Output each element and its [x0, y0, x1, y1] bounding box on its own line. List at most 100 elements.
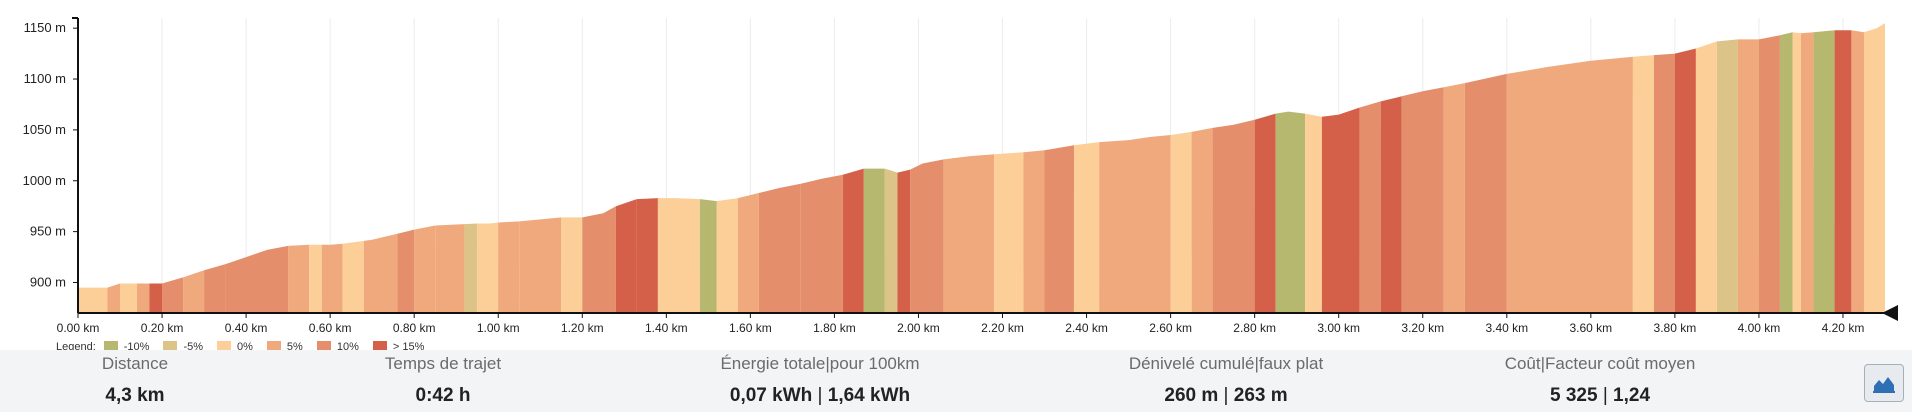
stat-value: 4,3 km	[105, 385, 165, 406]
grade-segment	[1321, 107, 1360, 313]
grade-segment	[1737, 39, 1759, 314]
grade-segment	[1044, 145, 1074, 313]
label-separator: |	[1254, 354, 1259, 373]
grade-segment	[363, 233, 398, 313]
y-tick-label: 1000 m	[23, 173, 66, 188]
y-tick-label: 1050 m	[23, 122, 66, 137]
grade-segment	[498, 221, 520, 313]
x-tick-label: 1.60 km	[729, 321, 772, 335]
stat-value: 0,07 kWh | 1,64 kWh	[650, 385, 990, 407]
grade-segment	[636, 198, 658, 313]
end-flag-icon	[1882, 305, 1898, 321]
stat-label-primary: Coût	[1504, 354, 1541, 373]
stat-label: Distance	[101, 354, 169, 373]
stat-label-secondary: Facteur coût moyen	[1545, 354, 1696, 373]
x-tick-label: 3.00 km	[1317, 321, 1360, 335]
x-tick-label: 2.40 km	[1065, 321, 1108, 335]
grade-segment	[1834, 30, 1852, 313]
grade-segment	[561, 217, 583, 313]
stat-value: 5 325 | 1,24	[1430, 385, 1770, 407]
grade-segment	[1716, 39, 1738, 314]
grade-segment	[1275, 111, 1306, 313]
x-tick-label: 3.40 km	[1485, 321, 1528, 335]
grade-segment	[342, 240, 364, 313]
grade-segment	[1359, 101, 1381, 314]
grade-bands	[78, 23, 1885, 314]
stat-value-secondary: 1,64 kWh	[827, 385, 911, 406]
x-tick-label: 0.80 km	[393, 321, 436, 335]
stat-label: Dénivelé cumulé|faux plat	[1056, 354, 1396, 374]
value-separator-char: |	[1602, 385, 1608, 406]
grade-segment	[1212, 119, 1255, 313]
grade-segment	[1800, 32, 1814, 313]
grade-segment	[1443, 83, 1465, 313]
axes	[72, 17, 1885, 314]
grade-segment	[615, 199, 637, 313]
grade-segment	[737, 193, 759, 313]
elevation-profile-button[interactable]	[1864, 364, 1904, 402]
x-tick-label: 0.00 km	[57, 321, 100, 335]
grade-segment	[1073, 142, 1100, 313]
x-tick-label: 1.80 km	[813, 321, 856, 335]
grade-segment	[1653, 53, 1675, 313]
grade-segment	[477, 222, 499, 313]
grade-segment	[435, 224, 465, 313]
x-tick-label: 2.20 km	[981, 321, 1024, 335]
grade-segment	[397, 229, 415, 313]
stat-travel-time: Temps de trajet 0:42 h	[273, 354, 613, 407]
grade-segment	[716, 198, 738, 313]
stat-elevation-gain: Dénivelé cumulé|faux plat 260 m | 263 m	[1056, 354, 1396, 407]
grade-segment	[78, 287, 108, 313]
stat-label: Énergie totale|pour 100km	[650, 354, 990, 374]
grade-segment	[204, 264, 226, 313]
x-tick-label: 1.00 km	[477, 321, 520, 335]
x-tick-label: 0.40 km	[225, 321, 268, 335]
grade-segment	[1464, 73, 1507, 314]
value-separator-char: |	[817, 385, 823, 406]
x-tick-label: 4.00 km	[1738, 321, 1781, 335]
grade-segment	[183, 270, 205, 313]
grade-segment	[699, 199, 717, 313]
stat-distance: Distance 4,3 km	[0, 354, 305, 407]
grade-segment	[800, 174, 843, 313]
grade-segment	[910, 159, 944, 313]
x-tick-label: 4.20 km	[1822, 321, 1865, 335]
grade-segment	[309, 244, 322, 313]
value-separator: |	[1218, 385, 1234, 406]
grade-segment	[943, 154, 995, 313]
stat-label-primary: Énergie totale	[720, 354, 826, 373]
grade-segment	[1863, 23, 1885, 313]
grade-segment	[1170, 131, 1192, 313]
stat-label-secondary: pour 100km	[829, 354, 920, 373]
grade-segment	[107, 283, 121, 313]
grade-segment	[1191, 127, 1213, 314]
grade-segment	[1695, 41, 1717, 314]
value-separator: |	[812, 385, 828, 406]
y-tick-label: 900 m	[30, 274, 66, 289]
grade-segment	[1401, 87, 1444, 313]
stat-value: 260 m | 263 m	[1056, 385, 1396, 407]
grade-segment	[657, 198, 700, 313]
y-axis-ticks: 900 m 950 m 1000 m 1050 m 1100 m 1150 m	[23, 20, 78, 289]
grade-segment	[884, 168, 898, 313]
x-tick-label: 3.80 km	[1654, 321, 1697, 335]
grade-segment	[1023, 150, 1045, 313]
x-axis-ticks: 0.00 km 0.20 km 0.40 km 0.60 km 0.80 km 1.00 …	[57, 313, 1865, 335]
stat-label-primary: Dénivelé cumulé	[1128, 354, 1255, 373]
grade-segment	[582, 206, 616, 313]
grade-segment	[1792, 32, 1801, 313]
grade-segment	[1632, 55, 1654, 313]
grade-segment	[149, 283, 163, 313]
x-tick-label: 0.20 km	[141, 321, 184, 335]
grade-segment	[1813, 30, 1835, 313]
x-tick-label: 3.20 km	[1401, 321, 1444, 335]
x-tick-label: 1.40 km	[645, 321, 688, 335]
x-tick-label: 2.80 km	[1233, 321, 1276, 335]
grade-segment	[863, 168, 885, 313]
grade-segment	[162, 277, 184, 313]
stat-label: Temps de trajet	[384, 354, 502, 373]
grade-segment	[1305, 113, 1322, 313]
x-tick-label: 0.60 km	[309, 321, 352, 335]
stat-value: 0:42 h	[415, 385, 471, 406]
stat-value-primary: 0,07 kWh	[729, 385, 813, 406]
